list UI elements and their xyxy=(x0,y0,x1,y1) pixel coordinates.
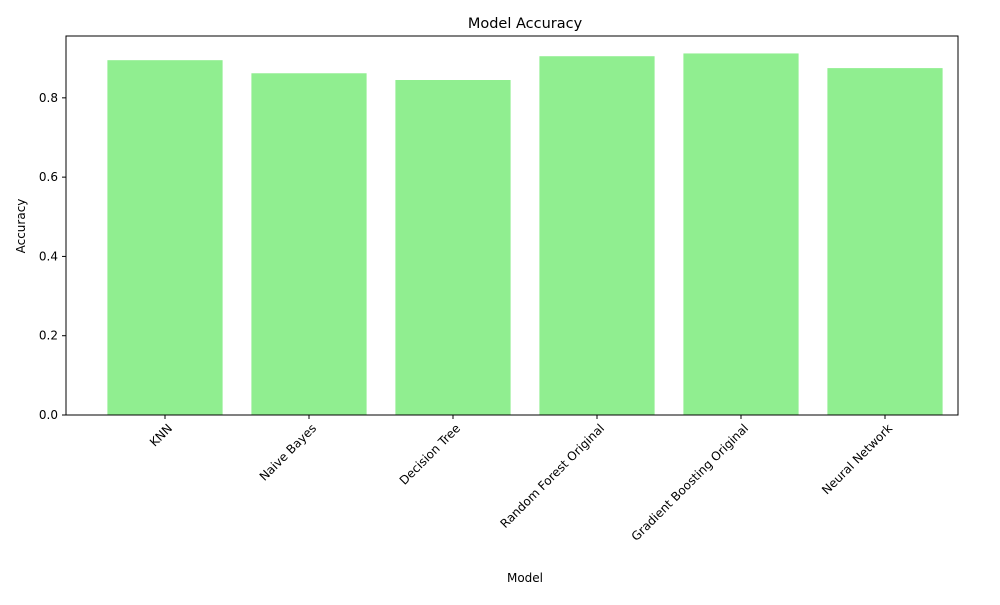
y-tick-label: 0.4 xyxy=(39,249,58,263)
x-axis-ticks: KNN Naive Bayes Decision Tree Random Forest… xyxy=(147,415,895,544)
y-tick-label: 0.0 xyxy=(39,408,58,422)
plot-frame xyxy=(65,35,959,416)
x-tick-label: Random Forest Original xyxy=(497,421,607,531)
bar-neural-network xyxy=(827,68,943,415)
y-tick-label: 0.2 xyxy=(39,329,58,343)
x-tick-label: Decision Tree xyxy=(397,421,463,487)
bars-group xyxy=(107,53,943,416)
y-axis-label: Accuracy xyxy=(14,199,28,254)
x-tick-label: Naive Bayes xyxy=(257,421,319,483)
x-tick-label: Gradient Boosting Original xyxy=(629,421,752,544)
bar-gradient-boosting-original xyxy=(683,53,799,416)
bar-decision-tree xyxy=(395,80,511,415)
x-tick-label: Neural Network xyxy=(819,421,895,497)
x-axis-label: Model xyxy=(507,571,543,585)
x-tick-label: KNN xyxy=(147,421,175,449)
bar-random-forest-original xyxy=(539,56,655,415)
y-tick-label: 0.8 xyxy=(39,91,58,105)
bar-knn xyxy=(107,60,223,416)
bar-naive-bayes xyxy=(251,73,367,416)
y-axis-ticks: 0.0 0.2 0.4 0.6 0.8 xyxy=(39,91,66,422)
y-tick-label: 0.6 xyxy=(39,170,58,184)
chart-title: Model Accuracy xyxy=(468,16,583,32)
